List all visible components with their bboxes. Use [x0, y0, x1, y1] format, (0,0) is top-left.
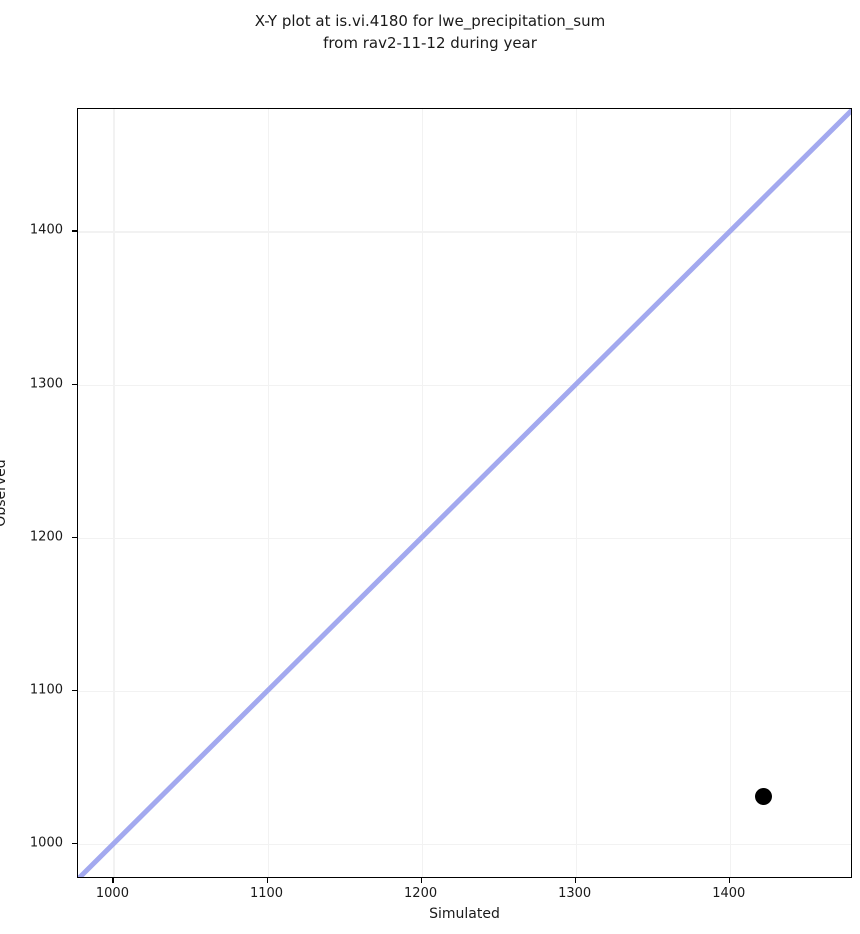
x-axis-tick-label: 1300	[558, 886, 592, 901]
y-axis-tick	[72, 842, 77, 845]
y-axis-tick-label: 1200	[29, 529, 63, 545]
x-axis-label: Simulated	[429, 906, 500, 922]
one-to-one-reference-line	[78, 109, 851, 877]
gridline-horizontal	[78, 231, 851, 233]
gridline-vertical	[421, 109, 424, 877]
y-axis-tick-label: 1400	[29, 222, 63, 238]
y-axis-tick-label: 1300	[29, 376, 63, 392]
gridline-vertical	[267, 109, 269, 877]
chart-title: X-Y plot at is.vi.4180 for lwe_precipita…	[254, 12, 606, 52]
gridline-horizontal	[78, 537, 851, 540]
x-axis-tick	[574, 878, 576, 883]
gridline-horizontal	[78, 384, 851, 387]
y-axis-tick-label: 1000	[29, 835, 63, 851]
x-axis-tick-label: 1000	[95, 886, 129, 901]
plot-area	[77, 108, 852, 878]
y-axis-tick-label: 1100	[29, 682, 63, 698]
y-axis-tick	[72, 230, 77, 232]
gridline-horizontal	[78, 690, 851, 693]
x-axis-tick-label: 1100	[249, 886, 284, 901]
y-axis-tick	[72, 383, 77, 385]
x-axis-tick-label: 1200	[404, 886, 438, 901]
x-axis-tick	[420, 878, 422, 883]
gridline-vertical	[575, 109, 578, 877]
y-axis-label: Observed	[0, 459, 9, 527]
gridline-vertical	[729, 109, 732, 877]
x-axis-tick	[112, 878, 114, 883]
x-axis-tick	[266, 878, 268, 883]
x-axis-tick	[728, 878, 731, 883]
gridline-horizontal	[78, 843, 851, 846]
x-axis-tick-label: 1400	[712, 886, 746, 901]
data-point	[755, 787, 773, 805]
y-axis-tick	[72, 536, 77, 538]
gridline-vertical	[113, 109, 115, 877]
y-axis-tick	[72, 689, 77, 691]
